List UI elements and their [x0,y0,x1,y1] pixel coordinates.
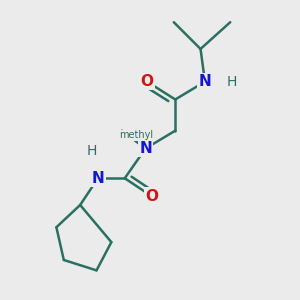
Text: O: O [140,74,154,89]
Text: N: N [199,74,212,89]
Text: O: O [145,189,158,204]
Text: H: H [87,145,97,158]
Text: N: N [92,171,104,186]
Text: methyl: methyl [120,130,154,140]
Text: H: H [226,75,237,88]
Text: N: N [139,141,152,156]
